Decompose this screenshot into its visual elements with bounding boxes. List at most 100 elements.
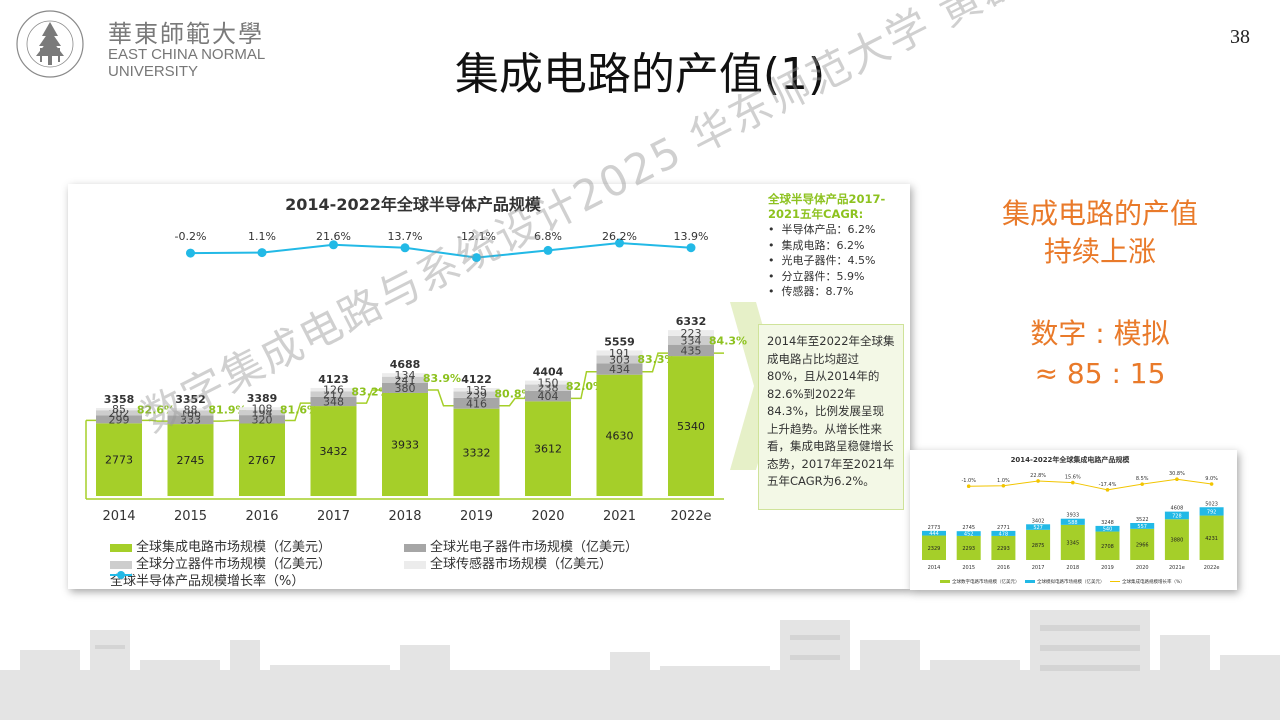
bar-segment [525, 380, 571, 385]
bar-segment [668, 335, 714, 345]
ic-bar-value-label: 728 [1172, 513, 1182, 519]
ic-growth-label: 15.6% [1065, 475, 1081, 481]
cagr-item: • 传感器：8.7% [768, 285, 854, 298]
bar-total-label: 4688 [390, 358, 421, 371]
x-tick-label: 2018 [388, 509, 421, 524]
ic-bar-segment [991, 535, 1016, 560]
growth-label: 13.9% [674, 230, 709, 243]
bar-segment [167, 410, 214, 416]
ic-legend-label: 全球集成电路规模增长率（%） [1122, 578, 1185, 585]
ic-x-tick-label: 2018 [1066, 565, 1079, 571]
side-text-line2: 持续上涨 [1043, 235, 1156, 268]
bar-segment [167, 408, 214, 411]
ic-bar-segment [1164, 519, 1189, 560]
legend-item-opto: 全球光电子器件市场规模（亿美元） [404, 536, 638, 555]
ic-legend-label: 全球模拟电路市场规模（亿美元） [1037, 578, 1105, 585]
bar-value-label: 416 [466, 397, 487, 410]
legend-item-growth: 全球半导体产品规模增长率（%） [110, 570, 304, 589]
bar-segment [525, 401, 571, 496]
ic-bar-total-label: 4608 [1171, 506, 1184, 512]
ic-share-label: 83.9% [423, 372, 461, 385]
bar-value-label: 134 [395, 369, 416, 382]
bar-segment [96, 423, 142, 496]
legend-swatch [404, 560, 426, 569]
x-tick-label: 2014 [102, 509, 135, 524]
legend-line-icon [110, 571, 132, 579]
ic-share-label: 81.6% [280, 403, 318, 416]
ic-bar-value-label: 2966 [1136, 542, 1149, 548]
bar-value-label: 5340 [677, 420, 705, 433]
ic-bar-segment [991, 530, 1016, 536]
chart-title: 2014-2022年全球半导体产品规模 [285, 195, 542, 214]
bar-total-label: 4404 [533, 366, 564, 379]
cagr-item: • 分立器件：5.9% [768, 269, 865, 283]
cagr-item-text: 集成电路：6.2% [781, 238, 865, 252]
growth-point [686, 243, 696, 253]
ic-chart-figure: 2014-2022年全球集成电路产品规模 2329 444 2773 2014 2293 4… [910, 450, 1237, 590]
ic-bar-segment [1026, 529, 1051, 560]
bar-value-label: 435 [681, 344, 702, 357]
bar-value-label: 238 [538, 382, 559, 395]
growth-label: -0.2% [175, 230, 207, 243]
bar-segment [668, 344, 714, 357]
bar-value-label: 223 [681, 327, 702, 340]
legend-label: 全球半导体产品规模增长率（%） [110, 574, 305, 589]
university-name-english-line1: EAST CHINA NORMAL [108, 46, 266, 63]
ic-growth-label: 9.0% [1205, 476, 1218, 482]
legend-label: 全球集成电路市场规模（亿美元） [136, 540, 332, 555]
legend-swatch [404, 543, 426, 552]
bar-segment [239, 415, 285, 424]
bar-segment [596, 355, 643, 364]
campus-skyline-background [0, 610, 1280, 720]
growth-point [472, 253, 481, 263]
ic-bar-value-label: 2293 [997, 546, 1010, 552]
ic-bar-value-label: 588 [1068, 520, 1078, 526]
bar-segment [596, 374, 643, 496]
cagr-title: 全球半导体产品2017-2021五年CAGR: [768, 192, 886, 221]
growth-label: 21.6% [316, 230, 351, 243]
analysis-note-box: 2014年至2022年全球集成电路占比均超过80%，且从2014年的82.6%到… [758, 324, 904, 510]
cagr-item-text: 分立器件：5.9% [781, 269, 865, 283]
ic-bar-value-label: 527 [1033, 525, 1043, 531]
ic-share-label: 80.8% [494, 387, 532, 400]
legend-item-discrete: 全球分立器件市场规模（亿美元） [110, 553, 331, 572]
bar-segment [310, 387, 357, 392]
bar-value-label: 333 [180, 414, 201, 427]
ic-bar-value-label: 2293 [962, 546, 975, 552]
bar-segment [668, 330, 714, 336]
bar-value-label: 299 [109, 413, 130, 426]
legend-label: 全球光电子器件市场规模（亿美元） [430, 540, 639, 555]
ic-bar-value-label: 4231 [1205, 536, 1218, 542]
growth-point [257, 248, 267, 258]
ic-bar-value-label: 2708 [1101, 544, 1114, 550]
ic-growth-line [968, 478, 1212, 491]
university-seal-icon [16, 10, 84, 78]
ic-chart-title: 2014-2022年全球集成电路产品规模 [1011, 455, 1131, 464]
bar-value-label: 108 [252, 403, 273, 416]
bar-value-label: 2767 [248, 454, 276, 467]
ic-x-tick-label: 2022e [1204, 565, 1220, 571]
ic-bar-value-label: 444 [929, 531, 939, 537]
ic-growth-point [966, 484, 971, 489]
ic-x-tick-label: 2014 [928, 565, 941, 571]
ic-growth-point [1140, 482, 1144, 486]
growth-point [186, 248, 195, 258]
ic-bar-value-label: 2329 [928, 546, 941, 552]
ic-bar-total-label: 3402 [1032, 518, 1045, 524]
bar-segment [310, 396, 357, 407]
ic-legend-swatch [940, 580, 950, 583]
bar-segment [96, 407, 142, 411]
bar-segment [382, 382, 428, 393]
ic-bar-segment [1095, 531, 1120, 560]
university-name-chinese: 華東師範大學 [108, 20, 264, 48]
ic-growth-label: -17.4% [1099, 482, 1117, 488]
ic-x-tick-label: 2015 [962, 565, 975, 571]
growth-label: 6.8% [534, 230, 562, 243]
bar-segment [596, 350, 643, 356]
ic-bar-value-label: 792 [1207, 509, 1217, 515]
x-tick-label: 2019 [460, 509, 493, 524]
side-text-line1: 集成电路的产值 [1001, 197, 1198, 230]
bar-value-label: 241 [395, 374, 416, 387]
ic-bar-value-label: 3880 [1171, 538, 1184, 544]
ic-growth-point [1105, 488, 1110, 492]
